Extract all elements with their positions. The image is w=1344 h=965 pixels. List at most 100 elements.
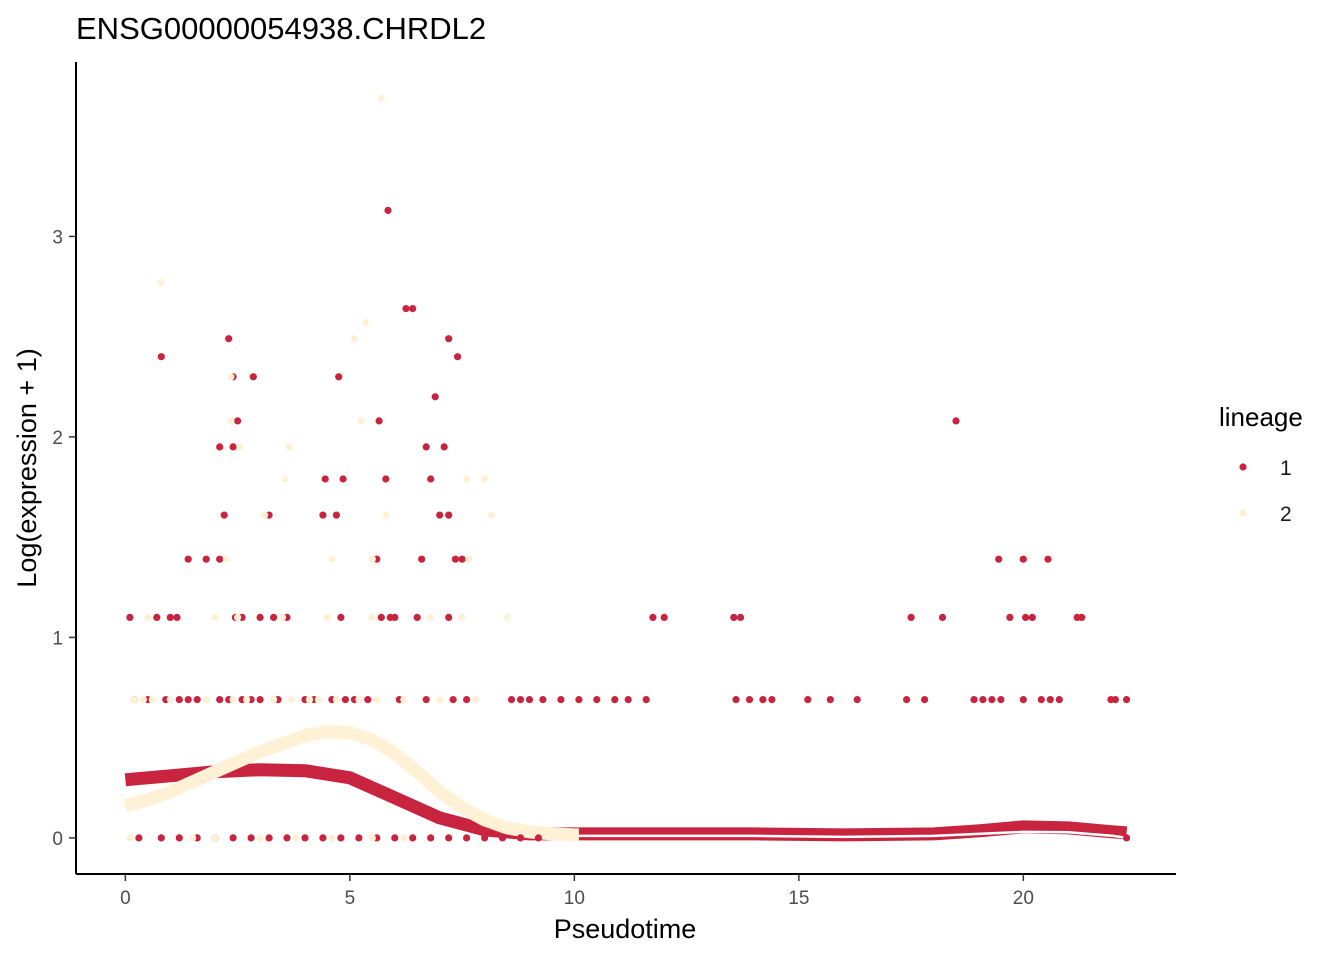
point-lineage-1 <box>988 696 996 704</box>
point-lineage-1 <box>1019 555 1027 563</box>
point-lineage-1 <box>427 475 435 483</box>
point-lineage-1 <box>642 696 650 704</box>
point-lineage-2 <box>270 696 278 704</box>
point-lineage-1 <box>319 511 327 519</box>
point-lineage-1 <box>481 834 489 842</box>
x-tick-label: 15 <box>788 888 809 909</box>
point-lineage-1 <box>759 696 767 704</box>
point-lineage-2 <box>332 696 340 704</box>
point-lineage-1 <box>229 443 237 451</box>
points-lineage-2 <box>126 94 511 842</box>
point-lineage-2 <box>503 613 511 622</box>
x-tick-label: 5 <box>345 888 356 909</box>
point-lineage-2 <box>139 696 147 704</box>
point-lineage-1 <box>525 696 534 704</box>
y-tick-label: 3 <box>52 227 63 248</box>
x-axis-ticks: 0 5 10 15 20 <box>120 874 1034 909</box>
point-lineage-1 <box>498 834 507 842</box>
point-lineage-1 <box>454 353 462 361</box>
point-lineage-2 <box>227 373 235 381</box>
point-lineage-1 <box>175 696 183 704</box>
x-tick-label: 10 <box>564 888 585 909</box>
point-lineage-1 <box>409 305 417 313</box>
point-lineage-2 <box>202 696 210 704</box>
point-lineage-1 <box>903 696 911 704</box>
point-lineage-1 <box>1123 834 1131 842</box>
point-lineage-2 <box>234 613 242 622</box>
point-lineage-2 <box>144 613 152 622</box>
point-lineage-2 <box>222 555 230 563</box>
point-lineage-2 <box>278 613 287 622</box>
point-lineage-1 <box>175 834 183 842</box>
point-lineage-2 <box>427 613 435 622</box>
point-lineage-1 <box>418 555 426 563</box>
point-lineage-1 <box>377 613 385 622</box>
point-lineage-2 <box>436 696 444 704</box>
point-lineage-2 <box>377 94 385 102</box>
point-lineage-2 <box>472 696 480 704</box>
point-lineage-1 <box>463 696 471 704</box>
point-lineage-1 <box>1028 613 1036 622</box>
point-lineage-2 <box>355 696 363 704</box>
y-tick-label: 1 <box>52 628 63 649</box>
point-lineage-2 <box>463 475 471 483</box>
point-lineage-2 <box>350 335 358 343</box>
point-lineage-2 <box>362 319 370 327</box>
point-lineage-2 <box>373 696 381 704</box>
point-lineage-1 <box>1055 696 1063 704</box>
point-lineage-1 <box>1111 696 1119 704</box>
point-lineage-1 <box>970 696 978 704</box>
point-lineage-1 <box>153 613 161 622</box>
point-lineage-2 <box>189 834 197 842</box>
smooth-line-lineage-1 <box>124 763 1128 842</box>
point-lineage-2 <box>130 696 138 704</box>
point-lineage-1 <box>451 555 459 563</box>
point-lineage-1 <box>745 696 754 704</box>
point-lineage-1 <box>321 475 329 483</box>
point-lineage-1 <box>319 834 327 842</box>
point-lineage-1 <box>184 696 192 704</box>
point-lineage-2 <box>148 696 156 704</box>
point-lineage-1 <box>1044 555 1052 563</box>
point-lineage-1 <box>283 834 291 842</box>
point-lineage-1 <box>463 834 471 842</box>
point-lineage-1 <box>184 555 192 563</box>
x-axis-label: Pseudotime <box>554 914 697 944</box>
point-lineage-1 <box>402 305 410 313</box>
point-lineage-1 <box>445 834 453 842</box>
point-lineage-1 <box>997 696 1005 704</box>
point-lineage-1 <box>516 696 525 704</box>
point-lineage-1 <box>534 834 543 842</box>
y-tick-label: 0 <box>52 829 63 850</box>
point-lineage-2 <box>236 443 244 451</box>
point-lineage-1 <box>952 417 960 425</box>
point-lineage-1 <box>335 373 343 381</box>
y-tick-label: 2 <box>52 428 63 449</box>
point-lineage-1 <box>173 613 181 622</box>
x-tick-label: 0 <box>120 888 131 909</box>
point-lineage-1 <box>1037 696 1045 704</box>
point-lineage-1 <box>364 696 372 704</box>
point-lineage-2 <box>126 834 134 842</box>
point-lineage-2 <box>328 555 336 563</box>
point-lineage-1 <box>391 834 399 842</box>
point-lineage-1 <box>1123 696 1131 704</box>
point-lineage-1 <box>391 613 399 622</box>
point-lineage-1 <box>422 696 430 704</box>
point-lineage-1 <box>126 613 134 622</box>
point-lineage-2 <box>292 834 300 842</box>
smooth-line-lineage-2 <box>123 725 1127 842</box>
x-tick-label: 20 <box>1013 888 1034 909</box>
point-lineage-1 <box>202 555 210 563</box>
point-lineage-1 <box>270 613 278 622</box>
legend-key-1 <box>1239 463 1247 471</box>
point-lineage-2 <box>157 278 165 287</box>
legend-key-2 <box>1239 509 1247 517</box>
point-lineage-1 <box>611 696 619 704</box>
point-lineage-1 <box>979 696 987 704</box>
point-lineage-1 <box>436 511 444 519</box>
point-lineage-2 <box>465 555 473 563</box>
point-lineage-1 <box>1006 613 1014 622</box>
point-lineage-1 <box>458 555 466 563</box>
point-lineage-1 <box>649 613 657 622</box>
